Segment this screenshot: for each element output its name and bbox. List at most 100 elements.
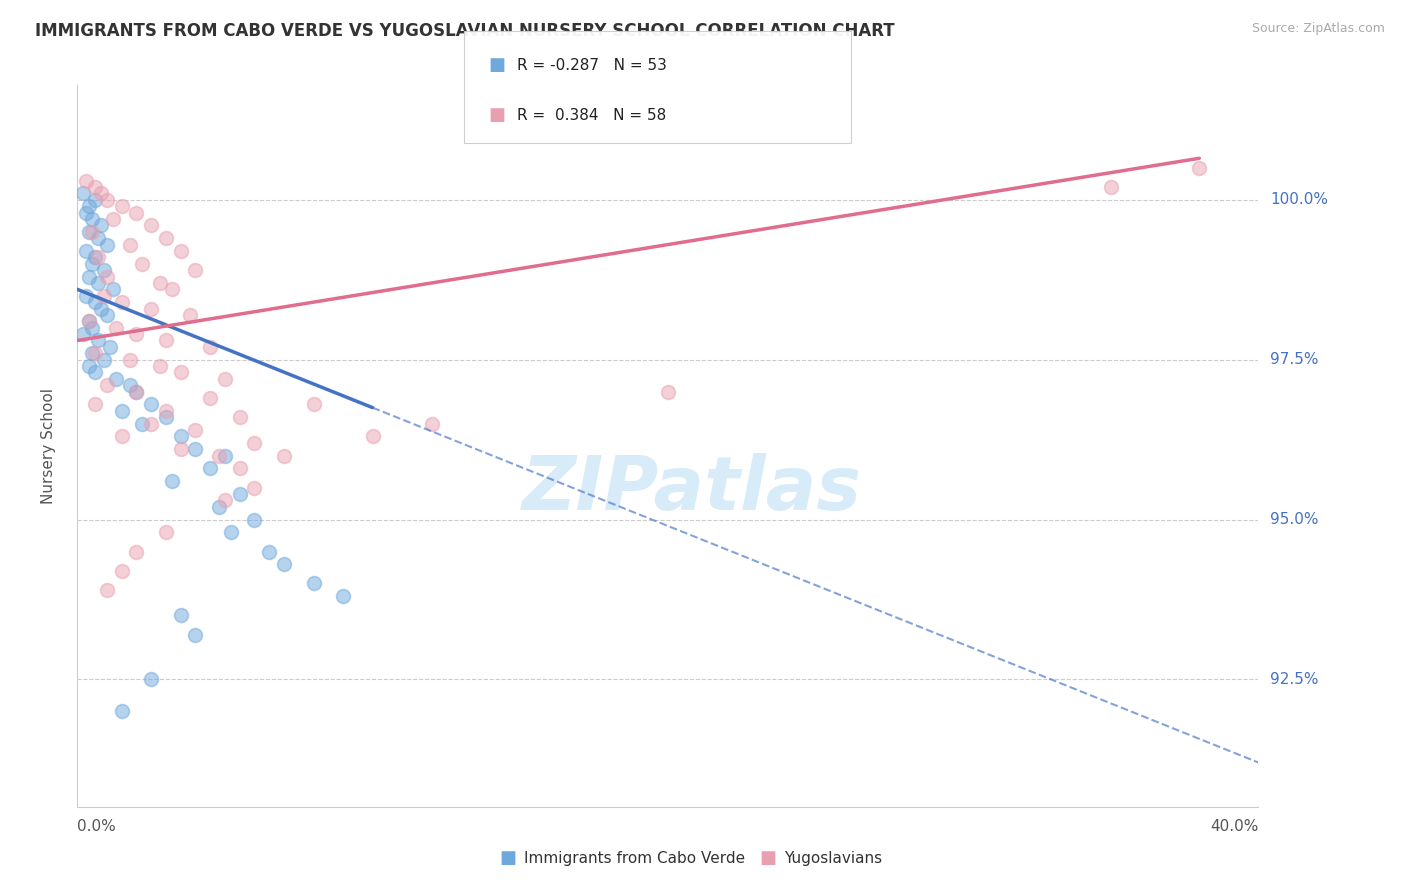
Point: [77, 199, 100, 213]
Point: [200, 461, 222, 475]
Text: R = -0.287   N = 53: R = -0.287 N = 53: [517, 58, 668, 72]
Point: [179, 308, 201, 322]
Point: [125, 327, 148, 342]
Point: [243, 512, 266, 526]
Point: [87, 276, 110, 290]
Point: [332, 589, 354, 603]
Point: [214, 449, 236, 463]
Point: [170, 244, 193, 258]
Point: [170, 429, 193, 443]
Point: [228, 410, 252, 425]
Text: ■: ■: [488, 56, 505, 74]
Point: [104, 320, 127, 334]
Point: [84, 295, 107, 310]
Point: [170, 442, 193, 457]
Text: Immigrants from Cabo Verde: Immigrants from Cabo Verde: [524, 851, 745, 865]
Text: 92.5%: 92.5%: [1270, 672, 1319, 687]
Point: [87, 231, 110, 245]
Point: [84, 346, 107, 360]
Point: [273, 558, 295, 572]
Point: [184, 423, 207, 437]
Point: [111, 704, 132, 718]
Point: [87, 251, 110, 265]
Point: [75, 174, 97, 188]
Point: [420, 417, 443, 431]
Point: [243, 435, 266, 450]
Point: [243, 481, 266, 495]
Point: [96, 308, 118, 322]
Point: [302, 576, 325, 591]
Point: [160, 474, 183, 488]
Point: [90, 186, 112, 201]
Text: ■: ■: [488, 106, 505, 124]
Point: [184, 263, 207, 277]
Point: [72, 186, 94, 201]
Point: [93, 263, 115, 277]
Point: [82, 257, 104, 271]
Point: [155, 334, 177, 348]
Point: [149, 359, 172, 373]
Point: [302, 397, 325, 411]
Point: [170, 366, 193, 380]
Point: [125, 384, 148, 399]
Point: [184, 442, 207, 457]
Point: [214, 493, 236, 508]
Point: [131, 417, 153, 431]
Point: [259, 544, 281, 558]
Point: [125, 205, 148, 219]
Point: [84, 251, 107, 265]
Point: [200, 340, 222, 354]
Point: [96, 378, 118, 392]
Point: [77, 225, 100, 239]
Point: [228, 461, 252, 475]
Point: [111, 564, 132, 578]
Point: [219, 525, 242, 540]
Point: [101, 212, 124, 227]
Point: [208, 449, 231, 463]
Point: [131, 257, 153, 271]
Point: [72, 327, 94, 342]
Point: [149, 276, 172, 290]
Point: [184, 627, 207, 641]
Point: [361, 429, 384, 443]
Text: Source: ZipAtlas.com: Source: ZipAtlas.com: [1251, 22, 1385, 36]
Text: ■: ■: [759, 849, 776, 867]
Point: [77, 269, 100, 284]
Point: [170, 608, 193, 623]
Point: [87, 334, 110, 348]
Y-axis label: Nursery School: Nursery School: [42, 388, 56, 504]
Point: [214, 372, 236, 386]
Point: [82, 212, 104, 227]
Point: [90, 301, 112, 316]
Text: 0.0%: 0.0%: [77, 819, 117, 834]
Text: 40.0%: 40.0%: [1211, 819, 1258, 834]
Text: IMMIGRANTS FROM CABO VERDE VS YUGOSLAVIAN NURSERY SCHOOL CORRELATION CHART: IMMIGRANTS FROM CABO VERDE VS YUGOSLAVIA…: [35, 22, 894, 40]
Point: [228, 487, 252, 501]
Point: [96, 582, 118, 597]
Point: [125, 544, 148, 558]
Point: [141, 219, 163, 233]
Point: [77, 359, 100, 373]
Point: [82, 346, 104, 360]
Point: [111, 199, 132, 213]
Point: [90, 219, 112, 233]
Point: [75, 205, 97, 219]
Point: [141, 301, 163, 316]
Point: [84, 180, 107, 194]
Point: [96, 269, 118, 284]
Text: 97.5%: 97.5%: [1270, 352, 1319, 368]
Point: [77, 314, 100, 328]
Text: Yugoslavians: Yugoslavians: [785, 851, 883, 865]
Point: [155, 231, 177, 245]
Point: [111, 295, 132, 310]
Point: [82, 225, 104, 239]
Point: [273, 449, 295, 463]
Point: [1099, 180, 1122, 194]
Point: [120, 378, 142, 392]
Point: [160, 282, 183, 296]
Point: [155, 410, 177, 425]
Point: [141, 673, 163, 687]
Point: [93, 289, 115, 303]
Point: [84, 397, 107, 411]
Text: R =  0.384   N = 58: R = 0.384 N = 58: [517, 108, 666, 122]
